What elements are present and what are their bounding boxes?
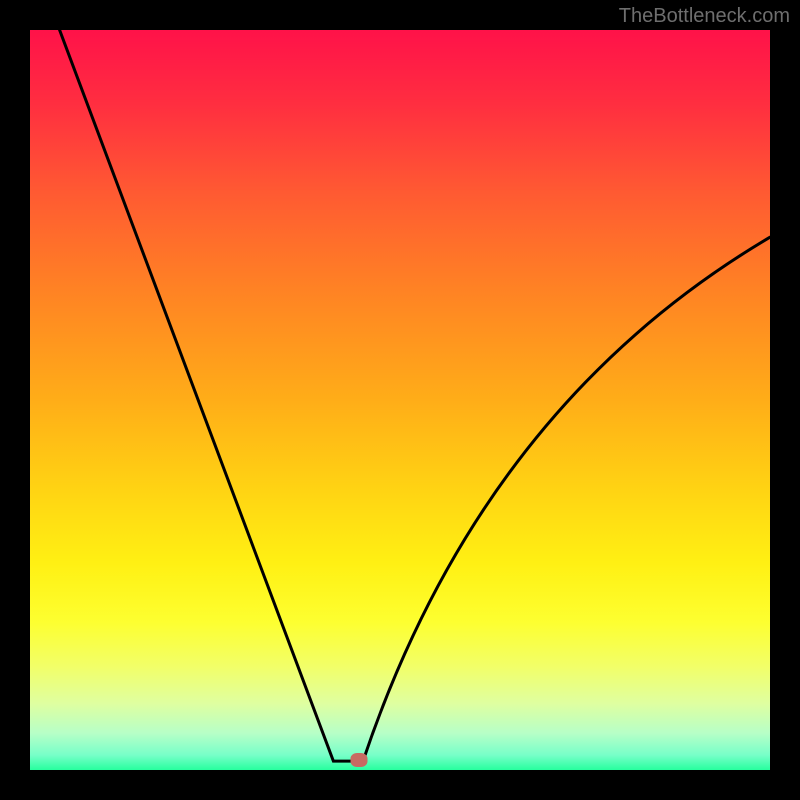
minimum-marker xyxy=(351,753,368,767)
watermark-text: TheBottleneck.com xyxy=(619,5,790,28)
v-curve xyxy=(30,30,770,770)
chart-frame: TheBottleneck.com xyxy=(0,0,800,800)
plot-area xyxy=(30,30,770,770)
bottleneck-curve-path xyxy=(60,30,770,761)
